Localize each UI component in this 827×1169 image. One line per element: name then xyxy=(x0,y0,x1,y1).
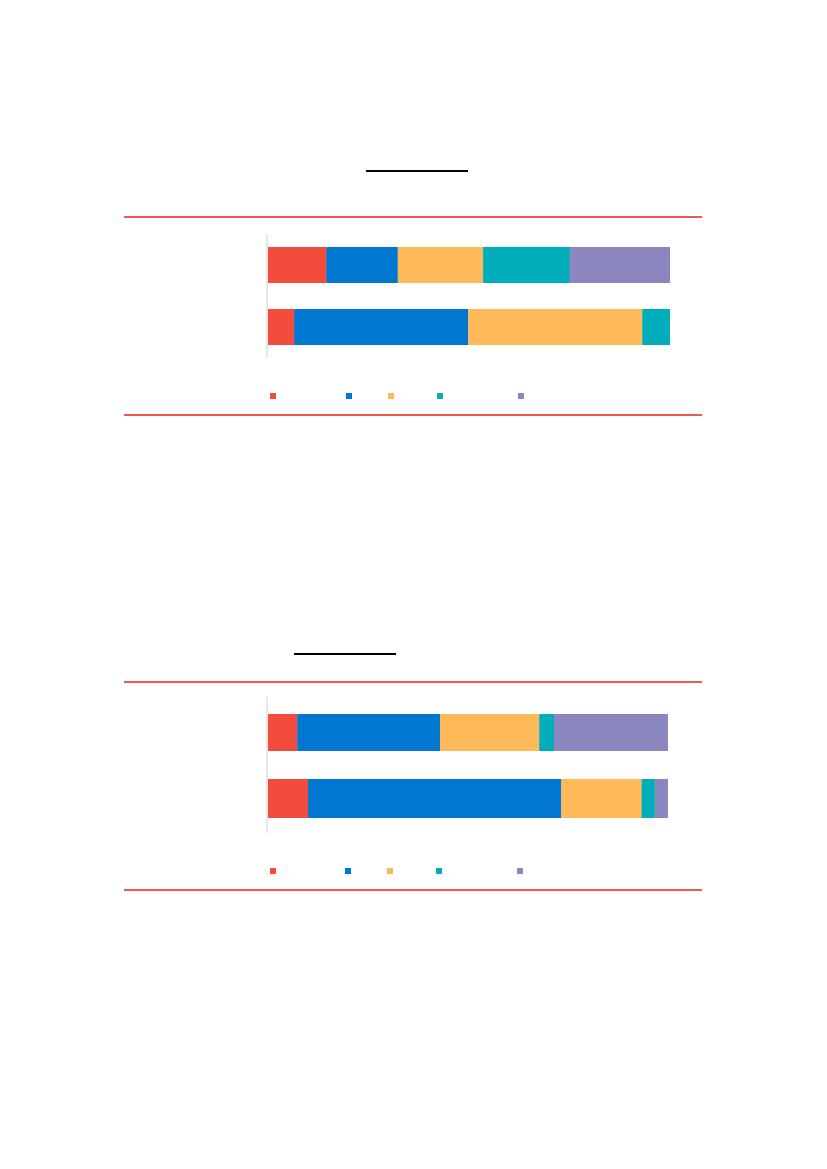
bar-row-2-segment-2 xyxy=(294,309,469,345)
bar-row-2-segment-4 xyxy=(642,309,670,345)
bar-row-2-segment-4 xyxy=(641,779,655,818)
bar-row-1-segment-2 xyxy=(326,247,398,283)
chart-2-top-line xyxy=(124,681,702,683)
bar-row-2-segment-1 xyxy=(268,779,308,818)
bar-row-2-segment-2 xyxy=(308,779,562,818)
legend-swatch-2 xyxy=(345,868,351,874)
bar-row-2-segment-3 xyxy=(561,779,642,818)
legend-swatch-2 xyxy=(346,393,352,399)
legend-swatch-5 xyxy=(517,868,523,874)
bar-row-2-segment-5 xyxy=(654,779,668,818)
bar-row-1-segment-3 xyxy=(397,247,484,283)
chart-2-bottom-line xyxy=(124,889,702,891)
legend-swatch-4 xyxy=(437,393,443,399)
chart-1-bottom-line xyxy=(124,414,702,416)
chart-1 xyxy=(266,234,670,399)
chart-1-title-rule xyxy=(366,170,468,172)
bar-row-1-segment-1 xyxy=(268,247,327,283)
bar-row-1-segment-4 xyxy=(483,247,570,283)
legend-swatch-3 xyxy=(388,393,394,399)
bar-row-1-segment-1 xyxy=(268,714,298,751)
legend-swatch-1 xyxy=(270,868,276,874)
bar-row-1-segment-2 xyxy=(297,714,440,751)
bar-row-2-segment-3 xyxy=(468,309,643,345)
bar-row-1-segment-4 xyxy=(539,714,554,751)
bar-row-2-segment-1 xyxy=(268,309,295,345)
legend-swatch-3 xyxy=(387,868,393,874)
bar-row-1-segment-3 xyxy=(440,714,540,751)
legend-swatch-1 xyxy=(270,393,276,399)
legend-swatch-4 xyxy=(436,868,442,874)
chart-1-top-line xyxy=(124,216,702,218)
bar-row-1-segment-5 xyxy=(569,247,670,283)
chart-2 xyxy=(266,697,668,874)
legend-swatch-5 xyxy=(518,393,524,399)
bar-row-1-segment-5 xyxy=(554,714,668,751)
chart-2-title-rule xyxy=(294,653,396,655)
